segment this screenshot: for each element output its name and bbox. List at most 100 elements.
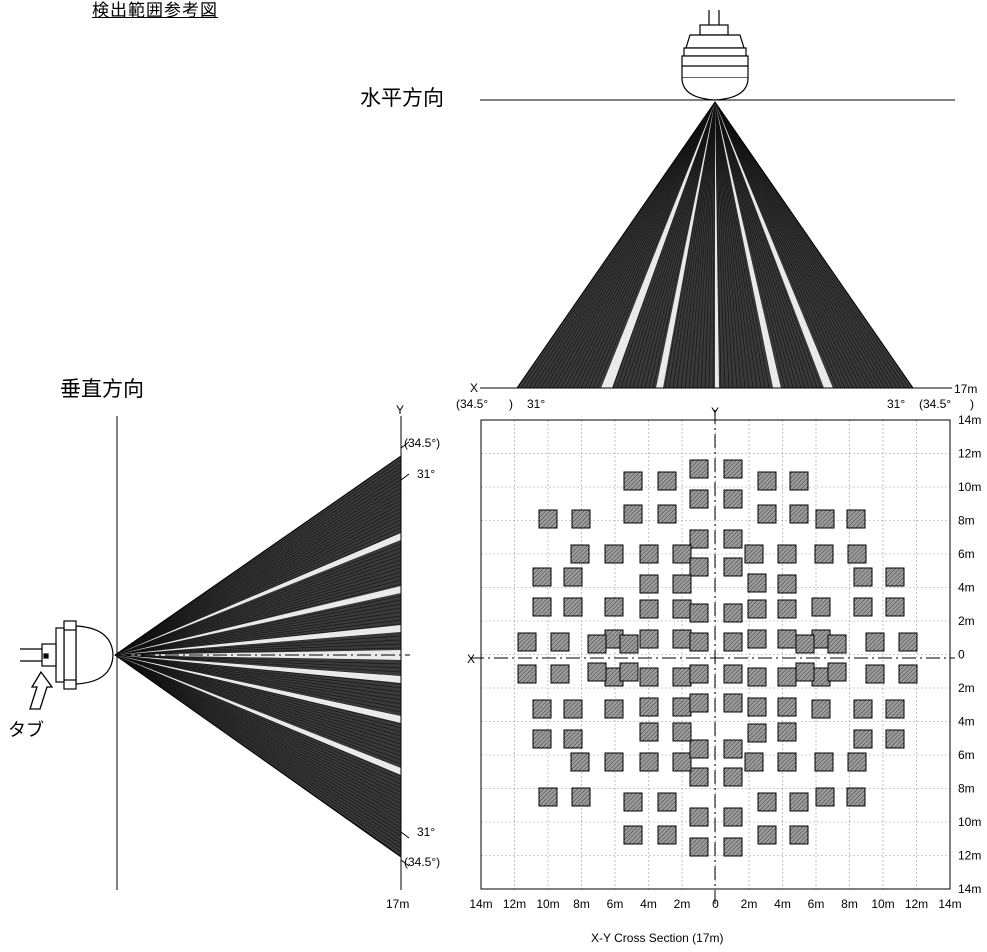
beam-line (714, 101, 786, 389)
detection-zone (723, 664, 743, 684)
beam-line (700, 101, 716, 389)
x-tick-label: 10m (871, 897, 894, 911)
fan-edge-left (516, 101, 716, 389)
detection-zone (672, 722, 692, 742)
beam-line (114, 654, 402, 837)
detection-zone (672, 697, 692, 717)
detection-zone (623, 471, 643, 491)
axis-y-label: Y (711, 405, 719, 419)
detection-zone (814, 544, 834, 564)
beam-line (114, 654, 402, 825)
beam-line (114, 547, 402, 656)
detection-zone (657, 825, 677, 845)
beam-gap (115, 655, 401, 723)
beam-line (114, 654, 402, 841)
beam-line (114, 635, 402, 656)
distance-top-label: 17m (954, 382, 977, 396)
y-tick-label: 4m (958, 581, 975, 595)
detection-zone (777, 667, 797, 687)
detection-zone (672, 599, 692, 619)
detection-zone (563, 597, 583, 617)
detection-zone (563, 567, 583, 587)
detection-zone (689, 459, 709, 479)
y-tick-label: 4m (958, 715, 975, 729)
beam-line (612, 101, 716, 389)
beam-line (114, 643, 402, 656)
beam-line (114, 575, 402, 656)
beam-line (714, 101, 838, 389)
detection-zone (604, 597, 624, 617)
detection-zone (846, 509, 866, 529)
beam-line (714, 101, 850, 389)
beam-line (114, 654, 402, 833)
detection-zone (517, 632, 537, 652)
vertical-beam-fan (114, 455, 410, 858)
detection-zone (747, 667, 767, 687)
beam-line (714, 101, 754, 389)
beam-line (114, 654, 402, 697)
beam-line (114, 654, 402, 797)
detection-zone (777, 544, 797, 564)
detection-zone (672, 667, 692, 687)
beam-line (114, 487, 402, 656)
beam-line (114, 583, 402, 656)
beam-line (114, 475, 402, 656)
beam-line (114, 571, 402, 656)
x-tick-label: 0 (712, 897, 719, 911)
paren-close-right: ) (970, 397, 974, 411)
detection-zone (885, 567, 905, 587)
beam-line (114, 654, 402, 777)
detection-zone (885, 699, 905, 719)
detection-zone (814, 752, 834, 772)
beam-line (714, 101, 878, 389)
detection-zone (619, 634, 639, 654)
beam-line (114, 654, 402, 853)
beam-line (556, 101, 716, 389)
detection-zone (639, 722, 659, 742)
beam-line (632, 101, 716, 389)
beam-line (714, 101, 814, 389)
beam-line (114, 559, 402, 656)
beam-line (596, 101, 716, 389)
detection-zone (747, 599, 767, 619)
detection-zone (657, 792, 677, 812)
beam-line (114, 654, 402, 741)
beam-gap (601, 102, 715, 388)
beam-line (114, 611, 402, 656)
axis-x-label: X (467, 652, 475, 666)
detection-zone (570, 752, 590, 772)
beam-line (672, 101, 716, 389)
beam-line (708, 101, 716, 389)
angle-inner-top-label: 31° (417, 467, 435, 481)
detection-zone (853, 597, 873, 617)
beam-line (620, 101, 716, 389)
detection-zone (723, 529, 743, 549)
beam-line (714, 101, 766, 389)
angle-outer-left-label: (34.5° (456, 397, 488, 411)
beam-line (584, 101, 716, 389)
beam-line (114, 567, 402, 656)
beam-gap (115, 655, 401, 775)
beam-gap (715, 102, 781, 388)
beam-line (588, 101, 716, 389)
beam-line (114, 499, 402, 656)
angle-outer-bottom-label: (34.5°) (404, 855, 440, 869)
detection-zone (811, 597, 831, 617)
detection-zone (657, 504, 677, 524)
detection-zone (550, 664, 570, 684)
beam-line (644, 101, 716, 389)
detection-zone (747, 697, 767, 717)
axis-y-left-label: Y (396, 403, 404, 417)
beam-line (714, 101, 898, 389)
x-tick-label: 8m (573, 897, 590, 911)
beam-gap (115, 650, 401, 660)
beam-line (714, 101, 902, 389)
beam-line (628, 101, 716, 389)
beam-line (114, 654, 402, 749)
x-axis-ticks: 14m 12m 10m 8m 6m 4m 2m 0 2m 4m 6m 8m 10m 12m 14m (469, 897, 961, 911)
detection-zone (723, 739, 743, 759)
angle-inner-left-label: 31° (527, 397, 545, 411)
detection-zone (811, 667, 831, 687)
cross-section-caption: X-Y Cross Section (17m) (591, 931, 724, 945)
x-tick-label: 10m (536, 897, 559, 911)
